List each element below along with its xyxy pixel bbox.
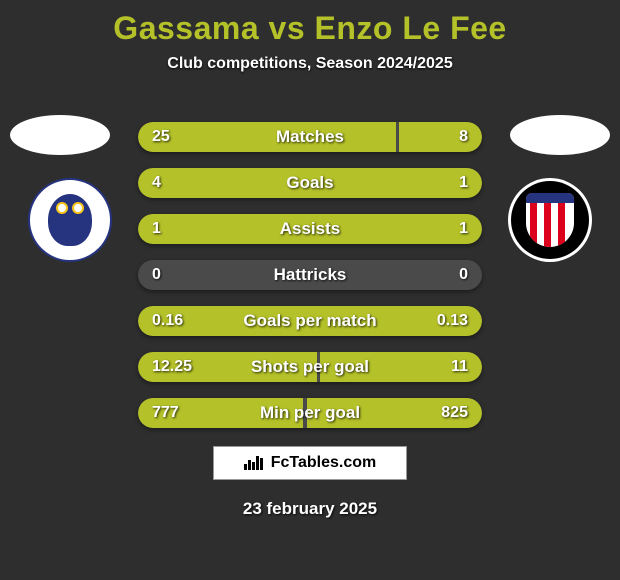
stat-values: 00 <box>138 260 482 290</box>
stat-value-right: 11 <box>451 358 468 376</box>
player-avatar-right <box>510 115 610 155</box>
header: Gassama vs Enzo Le Fee Club competitions… <box>0 0 620 73</box>
club-crest-left <box>28 178 112 262</box>
stat-value-right: 0.13 <box>437 312 468 330</box>
stat-value-left: 12.25 <box>152 358 192 376</box>
stat-value-left: 777 <box>152 404 179 422</box>
page-subtitle: Club competitions, Season 2024/2025 <box>0 55 620 73</box>
shield-icon <box>511 181 589 259</box>
player-avatar-left <box>10 115 110 155</box>
stat-value-left: 4 <box>152 174 161 192</box>
stat-row: 0.160.13Goals per match <box>138 306 482 336</box>
stat-values: 25 8 <box>138 122 482 152</box>
stat-values: 12.25 11 <box>138 352 482 382</box>
stat-row: 258Matches <box>138 122 482 152</box>
page-title: Gassama vs Enzo Le Fee <box>0 10 620 47</box>
stat-value-left: 0.16 <box>152 312 183 330</box>
site-logo-label: FcTables.com <box>271 454 377 472</box>
stat-value-left: 0 <box>152 266 161 284</box>
owl-icon <box>48 194 92 246</box>
club-crest-right <box>508 178 592 262</box>
stat-value-left: 1 <box>152 220 161 238</box>
stat-value-right: 8 <box>459 128 468 146</box>
stat-row: 777825Min per goal <box>138 398 482 428</box>
stat-values: 777 825 <box>138 398 482 428</box>
stat-row: 41Goals <box>138 168 482 198</box>
stat-row: 00Hattricks <box>138 260 482 290</box>
stat-value-left: 25 <box>152 128 170 146</box>
stat-value-right: 0 <box>459 266 468 284</box>
site-logo[interactable]: FcTables.com <box>213 446 407 480</box>
stat-value-right: 825 <box>441 404 468 422</box>
stat-values: 0.16 0.13 <box>138 306 482 336</box>
stats-container: 258Matches41Goals11Assists00Hattricks0.1… <box>138 122 482 444</box>
stat-values: 41 <box>138 168 482 198</box>
date-label: 23 february 2025 <box>0 499 620 519</box>
stat-value-right: 1 <box>459 220 468 238</box>
stat-value-right: 1 <box>459 174 468 192</box>
stat-values: 11 <box>138 214 482 244</box>
stat-row: 11Assists <box>138 214 482 244</box>
bar-chart-icon <box>244 456 263 470</box>
stat-row: 12.2511Shots per goal <box>138 352 482 382</box>
